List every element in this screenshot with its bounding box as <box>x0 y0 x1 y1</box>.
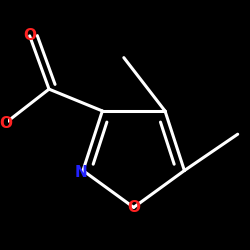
Text: N: N <box>74 166 87 180</box>
Text: O: O <box>23 28 36 43</box>
Text: O: O <box>0 116 12 130</box>
Text: O: O <box>127 200 140 215</box>
